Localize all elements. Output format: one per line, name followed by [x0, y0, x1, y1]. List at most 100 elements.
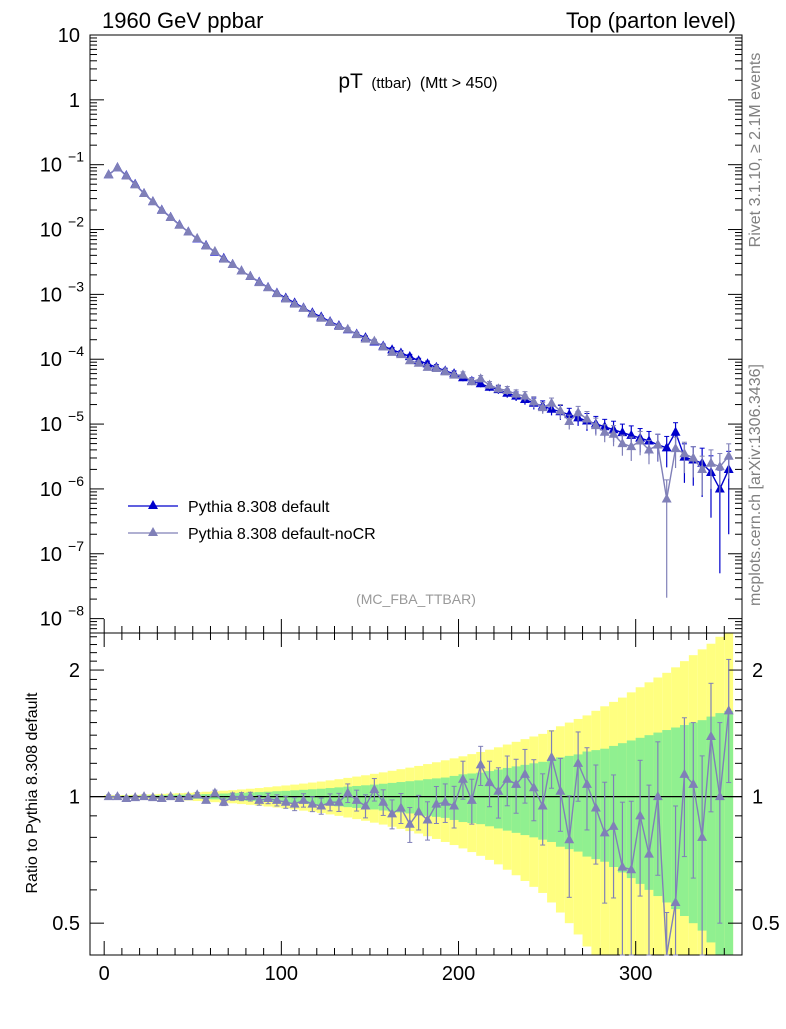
main-ytick-exponent: −5 — [68, 408, 84, 424]
series-nocr-point — [466, 376, 477, 386]
ratio-series-nocr-point — [280, 796, 291, 806]
ratio-series-nocr-point — [723, 705, 734, 715]
series-nocr-point — [130, 179, 141, 189]
series-nocr-point — [661, 493, 672, 503]
series-nocr-point — [351, 329, 362, 339]
series-nocr-point — [218, 253, 229, 263]
ratio-series-nocr-point — [387, 808, 398, 818]
series-nocr-point — [608, 428, 619, 438]
main-ytick-label: 10 — [40, 220, 62, 242]
ratio-series-nocr-point — [289, 798, 300, 808]
ratio-band-green — [476, 772, 486, 825]
ratio-series-nocr-point — [528, 782, 539, 792]
analysis-label: (MC_FBA_TTBAR) — [356, 591, 476, 607]
main-plot: 10 1 10 −1 10 −2 10 −3 10 −4 10 −5 10 −6 10 −7 10 −8 — [40, 25, 743, 634]
legend: Pythia 8.308 default Pythia 8.308 defaul… — [128, 499, 376, 543]
series-nocr-point — [688, 452, 699, 462]
series-nocr-point — [325, 316, 336, 326]
series-nocr-point — [502, 384, 513, 395]
plot-title: pT (ttbar) (Mtt > 450) — [338, 70, 497, 93]
main-ytick-exponent: −4 — [68, 343, 84, 359]
series-nocr-point — [449, 369, 460, 379]
series-nocr-point — [245, 270, 256, 280]
ratio-series-nocr-point — [431, 798, 442, 808]
legend-item-nocr: Pythia 8.308 default-noCR — [128, 526, 376, 543]
series-nocr-point — [263, 282, 274, 292]
series-nocr-point — [378, 341, 389, 351]
series-nocr-point — [635, 435, 646, 445]
series-nocr-point — [289, 298, 300, 308]
series-nocr-point — [431, 362, 442, 373]
ratio-series-nocr-point — [555, 785, 566, 795]
ratio-plot: 2 2 1 1 0.5 0.5 0 100 200 300 — [52, 632, 780, 985]
series-nocr-point — [298, 302, 309, 312]
ratio-ylabel: Ratio to Pythia 8.308 default — [24, 692, 41, 894]
main-ytick-label: 10 — [58, 25, 80, 47]
series-nocr-point — [147, 196, 158, 206]
main-ytick-exponent: −2 — [68, 214, 84, 230]
series-nocr-point — [404, 355, 415, 365]
ratio-band-green — [573, 754, 583, 852]
ratio-xtick-label: 200 — [442, 963, 475, 985]
ratio-series-nocr-point — [502, 773, 513, 783]
ratio-series-nocr-point — [351, 794, 362, 804]
ratio-series-nocr-point — [617, 861, 628, 871]
ratio-series-nocr-point — [546, 751, 557, 761]
ratio-series-nocr-point — [174, 792, 185, 803]
ratio-series-nocr-point — [147, 792, 158, 802]
ratio-series-nocr-point — [458, 773, 468, 783]
ratio-xtick-label: 100 — [265, 963, 298, 985]
ratio-series-nocr-point — [333, 796, 344, 806]
series-nocr-point — [599, 426, 610, 436]
ratio-series-nocr-point — [183, 791, 194, 801]
main-ytick-exponent: −3 — [68, 278, 84, 294]
ratio-series-nocr-point — [192, 789, 203, 799]
series-nocr-point — [626, 441, 637, 451]
series-nocr-point — [209, 245, 220, 255]
ratio-series-nocr-point — [582, 778, 592, 788]
ratio-series-nocr-point — [714, 791, 725, 801]
series-nocr-point — [112, 162, 123, 172]
series-nocr-point — [617, 438, 628, 448]
series-nocr-point — [342, 323, 353, 333]
ratio-series-nocr-point — [626, 864, 637, 874]
series-nocr-point — [333, 320, 344, 331]
series-nocr-point — [528, 396, 539, 406]
series-nocr-point — [369, 335, 380, 345]
plot-title-cond: (Mtt > 450) — [420, 75, 498, 92]
ratio-band-green — [706, 716, 716, 943]
series-default-point — [670, 426, 681, 436]
series-nocr-point — [227, 258, 238, 268]
main-ytick-label: 10 — [40, 609, 62, 631]
ratio-ytick-label-right: 0.5 — [752, 913, 780, 935]
ratio-series-nocr-point — [227, 791, 238, 801]
ratio-series-nocr-point — [165, 791, 176, 801]
main-ytick-label: 10 — [40, 544, 62, 566]
main-ytick-label: 10 — [40, 479, 62, 501]
ratio-series-nocr-point — [298, 794, 309, 804]
main-ytick-exponent: −8 — [68, 603, 84, 619]
series-nocr-point — [679, 448, 690, 458]
ratio-series-nocr-point — [112, 791, 123, 801]
main-ytick-label: 10 — [40, 284, 62, 306]
series-nocr-point — [413, 357, 424, 367]
main-ytick-label: 10 — [40, 349, 62, 371]
series-nocr-point — [706, 457, 716, 467]
ratio-ytick-label: 1 — [69, 787, 80, 809]
ratio-series-nocr-point — [307, 798, 318, 808]
series-nocr-point — [360, 333, 371, 343]
series-nocr-point — [644, 444, 654, 454]
ratio-series-nocr-point — [413, 806, 424, 816]
legend-label-nocr: Pythia 8.308 default-noCR — [188, 526, 376, 543]
series-nocr-point — [440, 366, 451, 376]
ratio-series-nocr-point — [254, 794, 265, 804]
series-nocr-point — [192, 232, 203, 242]
legend-marker-default — [148, 500, 158, 509]
ratio-band-green — [724, 710, 734, 955]
series-nocr-point — [670, 443, 681, 453]
ratio-series-nocr-point — [564, 834, 575, 844]
ratio-series-nocr-point — [644, 848, 654, 858]
series-default-point — [564, 409, 575, 419]
ratio-series-nocr-point — [236, 791, 247, 801]
